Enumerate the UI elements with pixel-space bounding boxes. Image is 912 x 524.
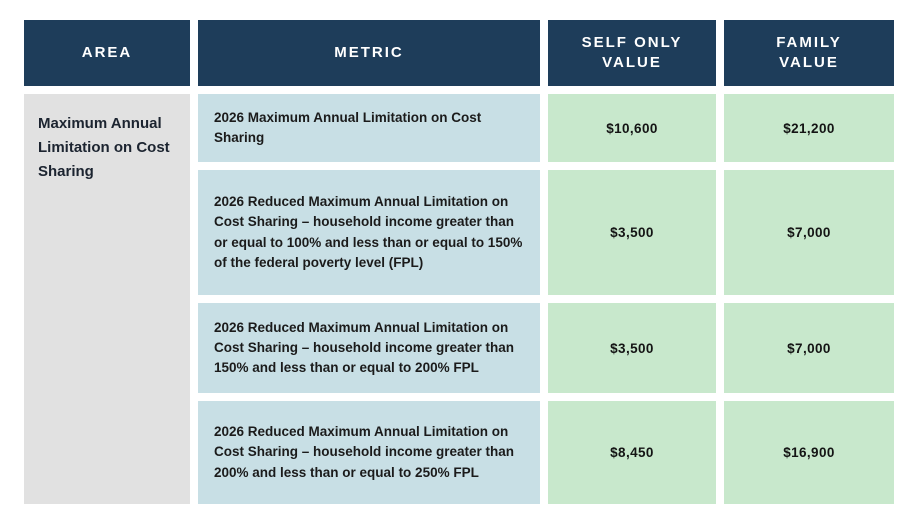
self-only-value: $3,500 — [610, 340, 654, 356]
table-row-4-metric-cell: 2026 Reduced Maximum Annual Limitation o… — [198, 401, 540, 504]
metric-text: 2026 Reduced Maximum Annual Limitation o… — [214, 319, 515, 376]
header-cell-family-value: FAMILY VALUE — [724, 20, 894, 86]
table-row-2-metric-cell: 2026 Reduced Maximum Annual Limitation o… — [198, 170, 540, 295]
family-value: $7,000 — [787, 340, 831, 356]
table-row-4-self-only-cell: $8,450 — [548, 401, 716, 504]
family-value: $21,200 — [783, 120, 835, 136]
table-row-1-metric-cell: 2026 Maximum Annual Limitation on Cost S… — [198, 94, 540, 162]
header-label-family-value: FAMILY VALUE — [776, 33, 842, 71]
self-only-value: $8,450 — [610, 445, 654, 460]
table-row-3-self-only-cell: $3,500 — [548, 303, 716, 393]
table-row-2-family-cell: $7,000 — [724, 170, 894, 295]
header-label-metric: METRIC — [334, 43, 404, 61]
family-value: $7,000 — [787, 225, 831, 240]
header-label-area: AREA — [81, 43, 133, 61]
table-row-4-family-cell: $16,900 — [724, 401, 894, 504]
cost-sharing-table: AREA METRIC SELF ONLY VALUE FAMILY VALUE… — [24, 20, 894, 504]
metric-text: 2026 Reduced Maximum Annual Limitation o… — [214, 194, 523, 270]
header-cell-area: AREA — [24, 20, 190, 86]
area-label: Maximum Annual Limitation on Cost Sharin… — [38, 115, 170, 180]
table-row-3-metric-cell: 2026 Reduced Maximum Annual Limitation o… — [198, 303, 540, 393]
metric-text: 2026 Reduced Maximum Annual Limitation o… — [214, 424, 515, 480]
table-row-3-family-cell: $7,000 — [724, 303, 894, 393]
table-row-2-self-only-cell: $3,500 — [548, 170, 716, 295]
area-cell: Maximum Annual Limitation on Cost Sharin… — [24, 94, 190, 504]
family-value: $16,900 — [783, 445, 835, 460]
self-only-value: $10,600 — [606, 120, 658, 136]
header-cell-metric: METRIC — [198, 20, 540, 86]
metric-text: 2026 Maximum Annual Limitation on Cost S… — [214, 109, 482, 145]
header-label-self-only-value: SELF ONLY VALUE — [581, 33, 683, 71]
header-cell-self-only-value: SELF ONLY VALUE — [548, 20, 716, 86]
table-row-1-family-cell: $21,200 — [724, 94, 894, 162]
table-row-1-self-only-cell: $10,600 — [548, 94, 716, 162]
self-only-value: $3,500 — [610, 225, 654, 240]
